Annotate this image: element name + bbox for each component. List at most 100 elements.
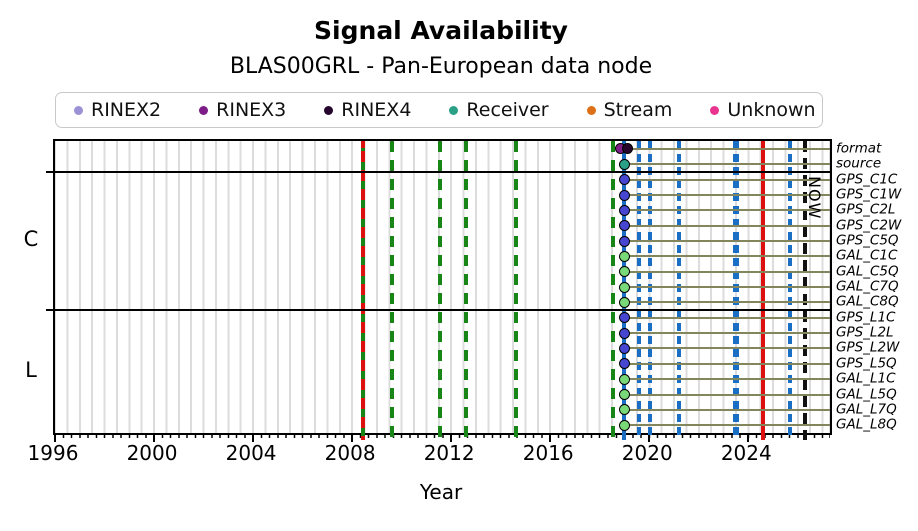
axis-tick: [46, 309, 55, 311]
availability-line: [624, 224, 830, 227]
stream-swatch-icon: [586, 105, 596, 115]
event-line-blue-dashed: [788, 141, 793, 440]
row-label: GPS_L5Q: [836, 355, 897, 372]
availability-line: [624, 347, 830, 350]
signal-dot-gal: [618, 389, 630, 401]
row-label: GPS_L1C: [836, 308, 896, 325]
legend-item-label: Unknown: [727, 99, 816, 121]
x-tick-label: 2016: [522, 441, 574, 465]
availability-line: [624, 194, 830, 196]
row-label: GPS_C2L: [836, 201, 896, 218]
section-divider: [55, 170, 830, 174]
x-axis-minor-ticks: [55, 433, 830, 438]
signal-dot-gal: [618, 281, 630, 293]
row-label: source: [836, 155, 882, 172]
event-line-blue-dashed: [637, 141, 642, 440]
row-label: GPS_L2W: [836, 339, 900, 356]
x-tick-label: 2020: [621, 441, 673, 465]
event-line-blue-dashed: [648, 141, 653, 440]
legend-item: Stream: [586, 99, 673, 121]
x-axis-major-tick: [153, 433, 156, 442]
availability-line: [620, 147, 830, 150]
signal-dot-gal: [618, 296, 630, 308]
row-label: GPS_C2W: [836, 216, 902, 233]
x-tick-label: 2004: [225, 441, 277, 465]
availability-line: [624, 408, 830, 411]
x-axis-major-tick: [747, 433, 750, 442]
row-label: GAL_L5Q: [836, 385, 897, 402]
legend: RINEX2 RINEX3 RINEX4 Receiver Stream Unknown: [55, 92, 823, 128]
axis-tick: [46, 171, 55, 173]
availability-line: [624, 424, 830, 427]
signal-dot-gps: [618, 342, 630, 354]
x-tick-label: 2000: [126, 441, 178, 465]
legend-item: RINEX2: [74, 99, 161, 121]
signal-dot-gal: [618, 419, 630, 431]
signal-dot-gps: [618, 312, 630, 324]
row-label: GAL_L8Q: [836, 416, 897, 433]
x-axis-major-tick: [549, 433, 552, 442]
signal-dot-gps: [618, 235, 630, 247]
event-line-green-dashed: [389, 141, 394, 440]
availability-line: [624, 301, 830, 304]
legend-item: Unknown: [710, 99, 816, 121]
rinex4-swatch-icon: [324, 105, 334, 115]
signal-dot-gal: [618, 404, 630, 416]
row-label: GAL_C7Q: [836, 278, 899, 295]
availability-line: [624, 362, 830, 365]
section-divider: [55, 308, 830, 312]
legend-item: RINEX4: [324, 99, 411, 121]
row-label: GPS_C5Q: [836, 232, 899, 249]
event-line-green-dashed: [611, 141, 616, 440]
event-line-blue-dashed: [732, 141, 739, 440]
now-line: [761, 141, 766, 440]
legend-item-label: Receiver: [466, 99, 549, 121]
x-tick-label: 2012: [423, 441, 475, 465]
unknown-swatch-icon: [710, 105, 720, 115]
event-line-green-dashed: [464, 141, 469, 440]
availability-line: [624, 255, 830, 258]
legend-item-label: Stream: [603, 99, 673, 121]
signal-dot-gps: [618, 220, 630, 232]
legend-item-label: RINEX4: [341, 99, 412, 121]
event-line-red-dashed: [360, 141, 365, 440]
plot-area: format source GPS_C1C GPS_C1W GPS_C2L GPS_C2W…: [46, 139, 901, 442]
availability-line: [624, 332, 830, 335]
x-tick-label: 2024: [720, 441, 772, 465]
row-label: GAL_C5Q: [836, 262, 899, 279]
rinex2-swatch-icon: [74, 105, 83, 115]
group-label-l: L: [25, 357, 37, 382]
group-label-c: C: [23, 227, 39, 251]
availability-line: [624, 163, 830, 166]
x-axis-major-tick: [351, 433, 354, 442]
legend-item: RINEX3: [199, 99, 286, 121]
x-axis-title: Year: [419, 480, 463, 504]
signal-dot-gps: [618, 358, 630, 370]
availability-line: [624, 393, 830, 396]
availability-line: [624, 209, 830, 212]
receiver-swatch-icon: [449, 105, 459, 115]
now-label: NOW: [805, 176, 824, 220]
event-line-black-dashed: [803, 141, 808, 440]
x-tick-label: 2008: [324, 441, 376, 465]
signal-dot-gps: [618, 189, 630, 201]
availability-line: [624, 270, 830, 273]
x-axis-major-tick: [54, 433, 56, 442]
availability-line: [624, 178, 830, 181]
signal-dot-rinex4: [621, 143, 633, 155]
event-line-blue-dashed: [676, 141, 681, 440]
legend-item-label: RINEX2: [91, 99, 162, 121]
legend-item-label: RINEX3: [216, 99, 287, 121]
x-axis-major-tick: [450, 433, 453, 442]
availability-line: [624, 240, 830, 242]
signal-dot-gal: [618, 373, 630, 385]
signal-dot-gps: [618, 204, 630, 216]
availability-line: [624, 316, 830, 319]
rinex3-swatch-icon: [199, 105, 209, 115]
x-tick-label: 1996: [27, 441, 79, 465]
row-label: format: [836, 140, 882, 156]
row-label: GPS_C1W: [836, 186, 902, 203]
row-label: GAL_C1C: [836, 247, 898, 264]
row-label: GAL_C8Q: [836, 293, 899, 310]
